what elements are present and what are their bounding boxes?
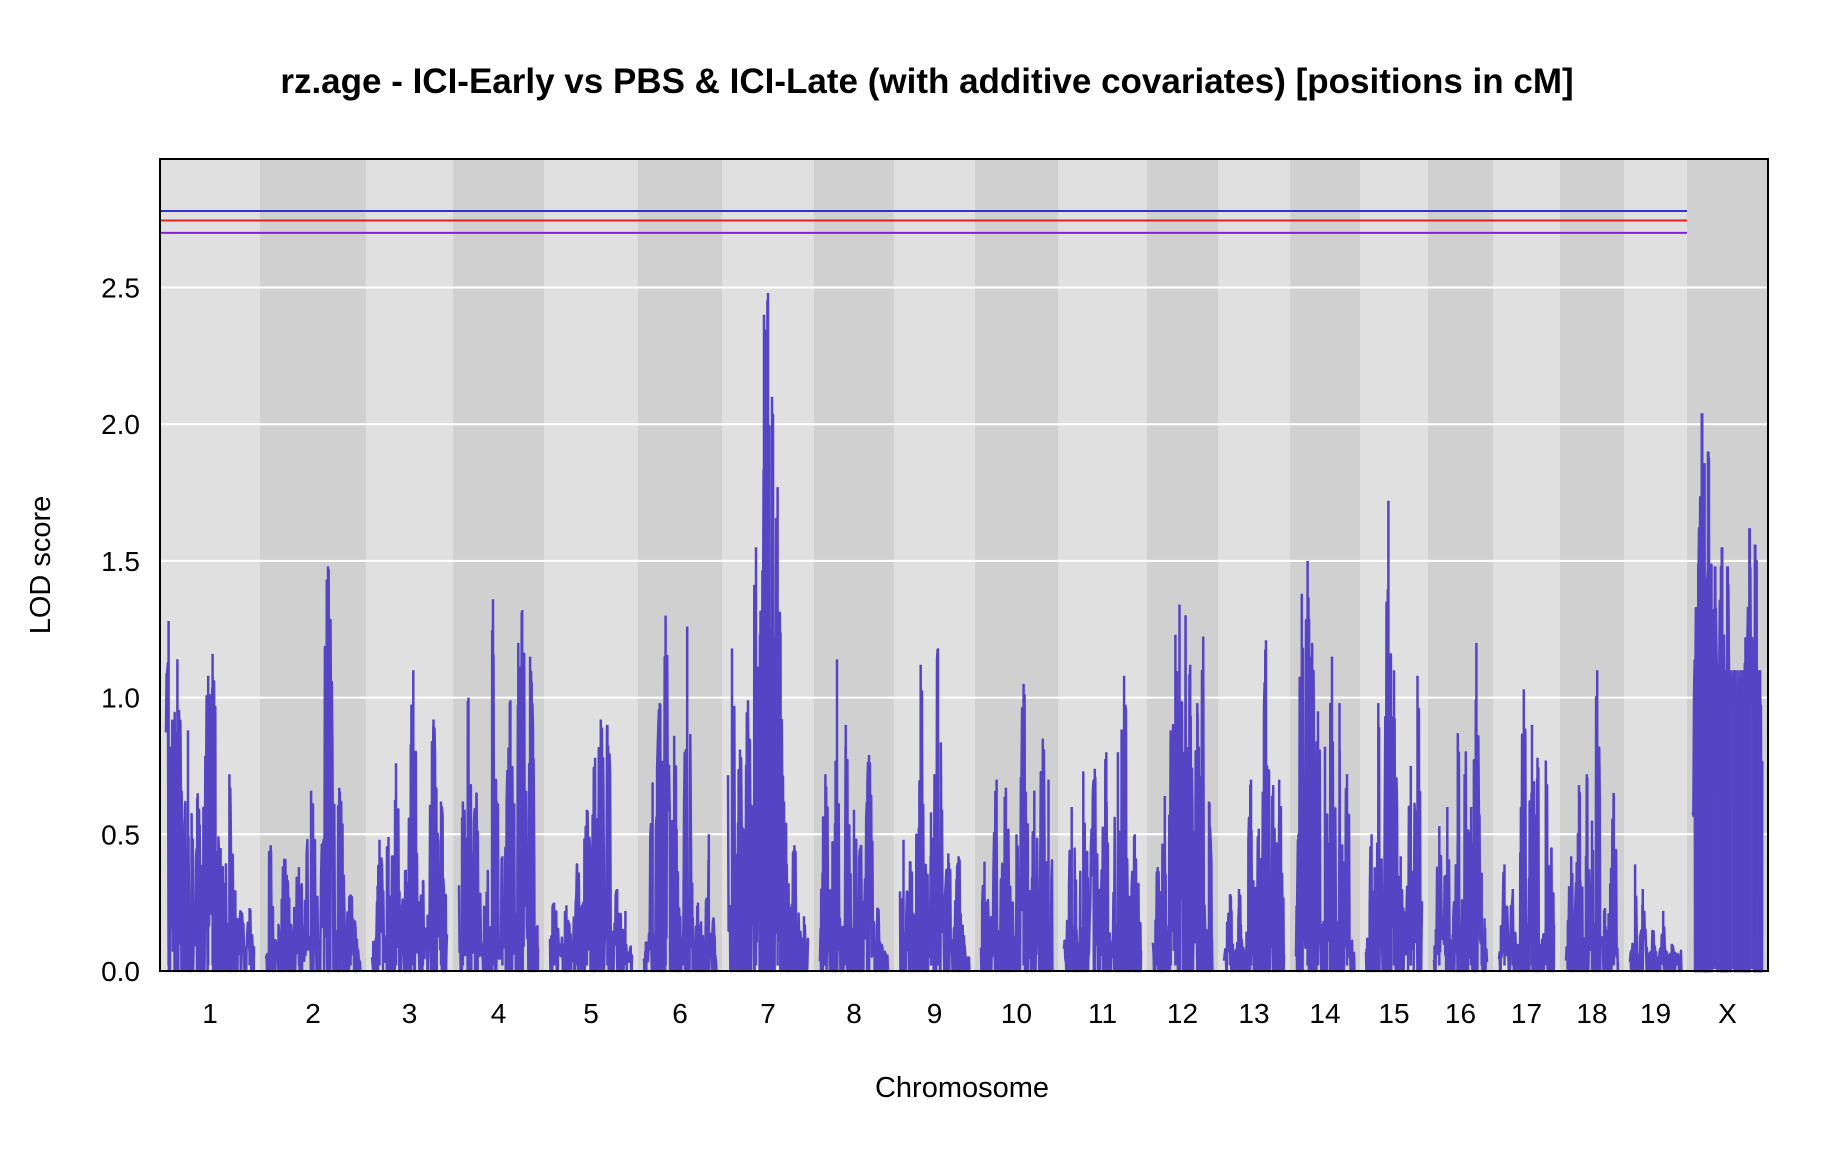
y-tick-label: 2.5 bbox=[101, 272, 140, 303]
x-tick-label-chr-19: 19 bbox=[1640, 998, 1671, 1029]
x-axis: 1 2 3 4 5 6 7 8 9 10 11 12 13 14 15 16 17 18 19 X bbox=[202, 998, 1737, 1029]
x-tick-label-chr-2: 2 bbox=[305, 998, 321, 1029]
lod-series-chr-10 bbox=[979, 683, 1054, 973]
lod-series-chr-1 bbox=[164, 621, 256, 973]
x-tick-label-chr-X: X bbox=[1718, 998, 1737, 1029]
x-tick-label-chr-17: 17 bbox=[1511, 998, 1542, 1029]
x-tick-label-chr-4: 4 bbox=[491, 998, 507, 1029]
y-tick-label: 0.0 bbox=[101, 956, 140, 987]
lod-series-chr-19 bbox=[1628, 864, 1683, 973]
lod-series-chr-11 bbox=[1062, 675, 1143, 973]
lod-series-chr-9 bbox=[898, 648, 971, 973]
lod-series-chr-2 bbox=[264, 566, 362, 973]
chart-title: rz.age - ICI-Early vs PBS & ICI-Late (wi… bbox=[280, 62, 1573, 101]
x-tick-label-chr-8: 8 bbox=[846, 998, 862, 1029]
lod-series-chr-13 bbox=[1222, 640, 1286, 973]
lod-curve bbox=[164, 293, 1764, 973]
x-tick-label-chr-14: 14 bbox=[1309, 998, 1340, 1029]
y-tick-label: 2.0 bbox=[101, 409, 140, 440]
lod-series-chr-5 bbox=[548, 719, 634, 973]
y-tick-label: 0.5 bbox=[101, 819, 140, 850]
plot-frame bbox=[159, 158, 1769, 972]
lod-series-chr-18 bbox=[1564, 670, 1620, 973]
x-tick-label-chr-15: 15 bbox=[1378, 998, 1409, 1029]
y-axis-label: LOD score bbox=[25, 496, 57, 635]
x-tick-label-chr-3: 3 bbox=[402, 998, 418, 1029]
x-tick-label-chr-5: 5 bbox=[583, 998, 599, 1029]
lod-series-chr-4 bbox=[457, 599, 540, 973]
lod-series-chr-3 bbox=[370, 670, 449, 973]
lod-series-chr-15 bbox=[1364, 500, 1424, 973]
chromosome-band-5 bbox=[544, 159, 638, 971]
x-tick-label-chr-16: 16 bbox=[1445, 998, 1476, 1029]
x-tick-label-chr-9: 9 bbox=[927, 998, 943, 1029]
x-axis-label: Chromosome bbox=[875, 1072, 1049, 1104]
x-tick-label-chr-6: 6 bbox=[672, 998, 688, 1029]
x-tick-label-chr-18: 18 bbox=[1576, 998, 1607, 1029]
y-tick-label: 1.5 bbox=[101, 546, 140, 577]
lod-series-chr-7 bbox=[726, 293, 810, 973]
lod-series-chr-17 bbox=[1497, 689, 1556, 973]
lod-series-chr-8 bbox=[818, 659, 890, 973]
x-tick-label-chr-11: 11 bbox=[1088, 998, 1117, 1029]
x-tick-label-chr-13: 13 bbox=[1238, 998, 1269, 1029]
x-tick-label-chr-7: 7 bbox=[760, 998, 776, 1029]
x-tick-label-chr-1: 1 bbox=[202, 998, 218, 1029]
lod-fill-chr-X bbox=[1694, 670, 1761, 969]
lod-series-chr-6 bbox=[642, 615, 718, 973]
y-axis: 0.0 0.5 1.0 1.5 2.0 2.5 bbox=[101, 272, 140, 987]
lod-series-chr-14 bbox=[1294, 560, 1356, 973]
x-tick-label-chr-12: 12 bbox=[1167, 998, 1198, 1029]
chromosome-band-16 bbox=[1428, 159, 1493, 971]
y-tick-label: 1.0 bbox=[101, 683, 140, 714]
chromosome-band-19 bbox=[1624, 159, 1687, 971]
significance-thresholds bbox=[160, 209, 1687, 234]
x-tick-label-chr-10: 10 bbox=[1001, 998, 1032, 1029]
